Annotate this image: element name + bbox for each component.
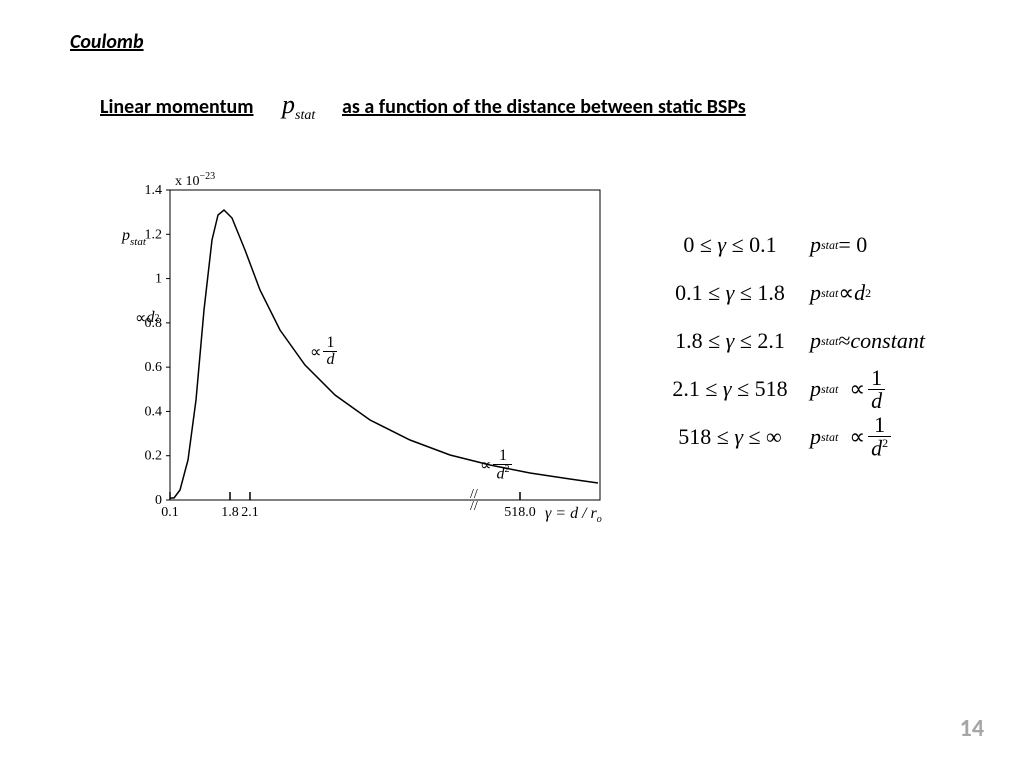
svg-text:518.0: 518.0 [504,505,536,520]
svg-text:x 10−23: x 10−23 [175,171,215,189]
svg-text:1.8: 1.8 [221,505,239,520]
svg-text:1: 1 [155,272,162,287]
equation-row: 2.1 ≤ γ ≤ 518pstat ∝ 1d [650,369,980,409]
svg-text:0.6: 0.6 [145,360,163,375]
svg-text://: // [470,499,478,514]
svg-text:pstat: pstat [121,227,147,248]
regime-equations: 0 ≤ γ ≤ 0.1pstat = 0 0.1 ≤ γ ≤ 1.8pstat ∝… [650,225,980,465]
subtitle-before: Linear momentum [100,95,254,119]
momentum-chart: 00.20.40.60.811.21.4x 10−23pstat0.11.82.… [100,170,620,550]
svg-text:0.2: 0.2 [145,449,163,464]
svg-text:1.4: 1.4 [145,183,163,198]
page-header-title: Coulomb [70,30,144,54]
svg-text:γ = d / ro: γ = d / ro [545,505,602,525]
equation-row: 518 ≤ γ ≤ ∞pstat ∝ 1d2 [650,417,980,457]
equation-row: 0 ≤ γ ≤ 0.1pstat = 0 [650,225,980,265]
equation-row: 1.8 ≤ γ ≤ 2.1pstat ≈ constant [650,321,980,361]
svg-text:1.2: 1.2 [145,227,163,242]
svg-text:2.1: 2.1 [241,505,259,520]
equation-row: 0.1 ≤ γ ≤ 1.8pstat ∝ d2 [650,273,980,313]
subtitle-after: as a function of the distance between st… [342,95,746,119]
svg-text:0.1: 0.1 [161,505,179,520]
svg-text:0.4: 0.4 [145,404,163,419]
page-number: 14 [960,714,984,743]
subtitle-symbol: pstat [282,90,315,124]
